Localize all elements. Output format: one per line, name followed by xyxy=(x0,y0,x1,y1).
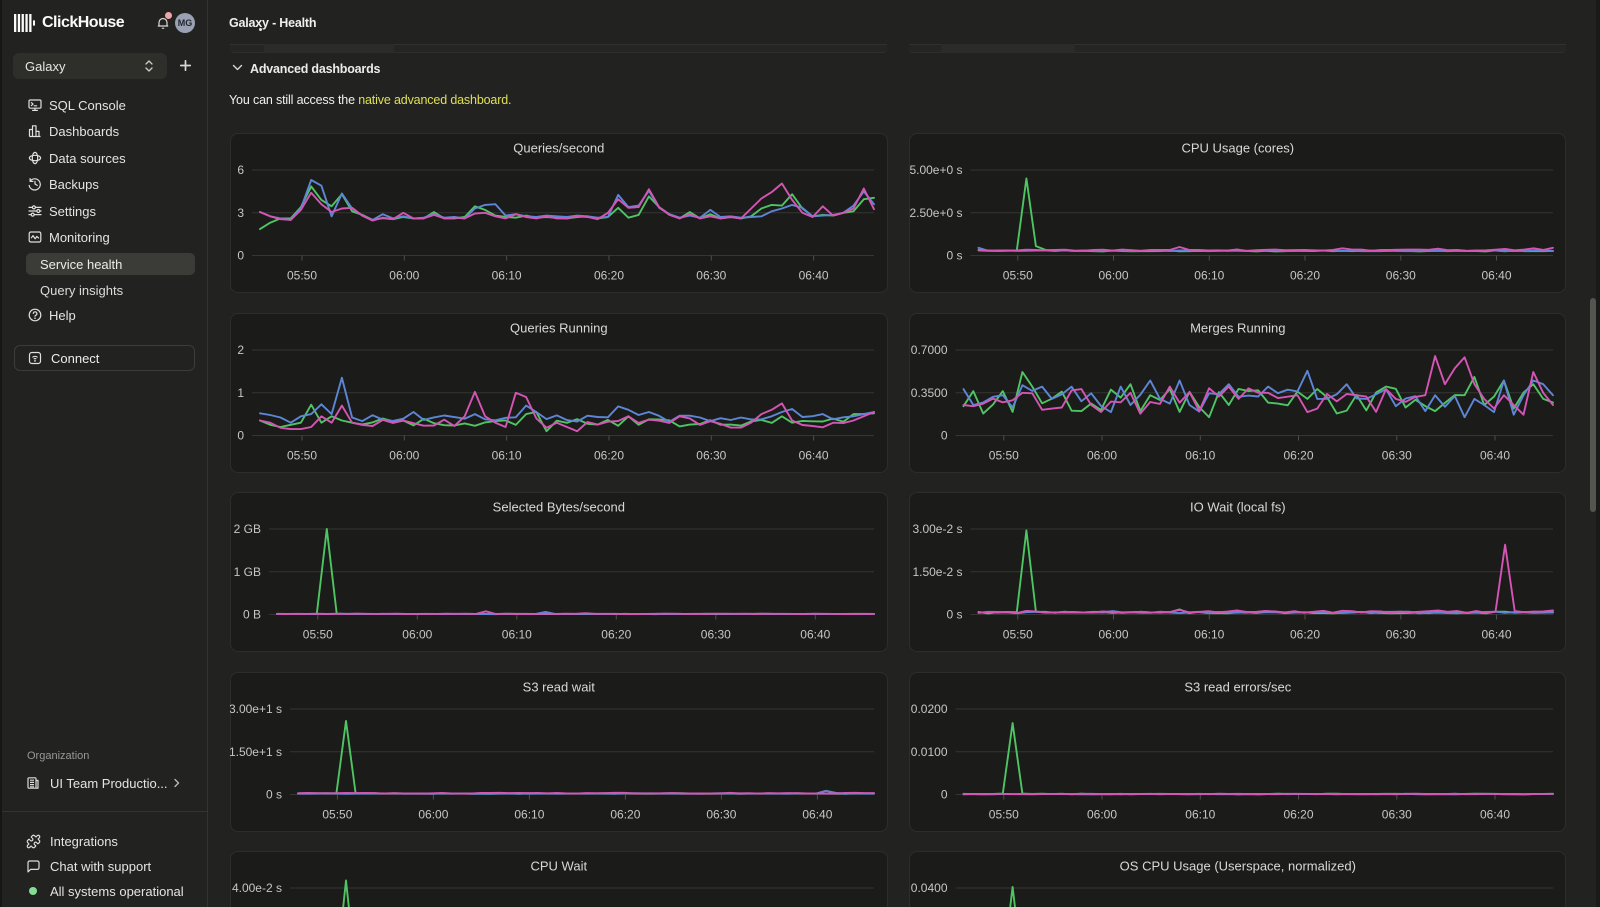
svg-text:OS CPU Usage (Userspace, norma: OS CPU Usage (Userspace, normalized) xyxy=(1119,859,1355,874)
svg-text:06:30: 06:30 xyxy=(701,628,731,642)
svg-text:0 s: 0 s xyxy=(946,249,962,263)
svg-text:0.7000: 0.7000 xyxy=(910,343,947,357)
svg-text:06:10: 06:10 xyxy=(1185,448,1215,462)
svg-text:06:20: 06:20 xyxy=(1289,269,1319,283)
svg-text:06:20: 06:20 xyxy=(1283,448,1313,462)
svg-text:Selected Bytes/second: Selected Bytes/second xyxy=(493,500,625,515)
svg-text:06:10: 06:10 xyxy=(514,807,544,821)
svg-text:06:40: 06:40 xyxy=(799,448,829,462)
svg-text:06:40: 06:40 xyxy=(1479,448,1509,462)
svg-text:06:30: 06:30 xyxy=(1381,448,1411,462)
svg-text:0 s: 0 s xyxy=(946,608,962,622)
svg-text:06:10: 06:10 xyxy=(1194,628,1224,642)
svg-text:06:30: 06:30 xyxy=(1381,807,1411,821)
svg-text:05:50: 05:50 xyxy=(988,448,1018,462)
svg-text:06:30: 06:30 xyxy=(696,269,726,283)
svg-text:1 GB: 1 GB xyxy=(234,565,261,579)
svg-text:06:40: 06:40 xyxy=(1479,807,1509,821)
svg-text:06:40: 06:40 xyxy=(799,269,829,283)
svg-text:06:10: 06:10 xyxy=(492,448,522,462)
svg-text:06:10: 06:10 xyxy=(1185,807,1215,821)
svg-text:06:00: 06:00 xyxy=(402,628,432,642)
svg-text:0.3500: 0.3500 xyxy=(910,385,947,399)
svg-text:06:10: 06:10 xyxy=(502,628,532,642)
svg-text:6: 6 xyxy=(237,163,244,177)
svg-text:0: 0 xyxy=(237,249,244,263)
svg-text:0 B: 0 B xyxy=(243,608,261,622)
svg-text:05:50: 05:50 xyxy=(1002,628,1032,642)
svg-text:0.0200: 0.0200 xyxy=(910,702,947,716)
svg-text:3.00e-2 s: 3.00e-2 s xyxy=(912,522,962,536)
svg-text:CPU Wait: CPU Wait xyxy=(531,859,588,874)
svg-text:06:30: 06:30 xyxy=(1385,269,1415,283)
svg-text:06:30: 06:30 xyxy=(1385,628,1415,642)
svg-text:2: 2 xyxy=(237,343,244,357)
svg-text:06:20: 06:20 xyxy=(594,448,624,462)
svg-text:06:20: 06:20 xyxy=(1283,807,1313,821)
svg-text:5.00e+0 s: 5.00e+0 s xyxy=(909,163,962,177)
svg-text:Queries/second: Queries/second xyxy=(513,141,604,156)
svg-text:0: 0 xyxy=(940,787,947,801)
svg-text:06:00: 06:00 xyxy=(1086,448,1116,462)
svg-text:06:00: 06:00 xyxy=(1086,807,1116,821)
svg-text:06:10: 06:10 xyxy=(1194,269,1224,283)
svg-text:3: 3 xyxy=(237,206,244,220)
svg-text:06:00: 06:00 xyxy=(389,269,419,283)
svg-text:1.50e+1 s: 1.50e+1 s xyxy=(230,744,282,758)
svg-text:06:00: 06:00 xyxy=(1098,269,1128,283)
svg-text:Queries Running: Queries Running xyxy=(510,320,608,335)
svg-text:06:30: 06:30 xyxy=(696,448,726,462)
svg-text:06:40: 06:40 xyxy=(1481,628,1511,642)
svg-text:06:40: 06:40 xyxy=(1481,269,1511,283)
svg-text:2.50e+0 s: 2.50e+0 s xyxy=(909,206,962,220)
svg-text:06:00: 06:00 xyxy=(418,807,448,821)
svg-text:05:50: 05:50 xyxy=(287,448,317,462)
svg-text:1.50e-2 s: 1.50e-2 s xyxy=(912,565,962,579)
svg-text:0.0100: 0.0100 xyxy=(910,744,947,758)
svg-text:4.00e-2 s: 4.00e-2 s xyxy=(232,881,282,895)
svg-text:06:20: 06:20 xyxy=(601,628,631,642)
svg-text:IO Wait (local fs): IO Wait (local fs) xyxy=(1190,500,1286,515)
svg-text:06:40: 06:40 xyxy=(800,628,830,642)
svg-text:0: 0 xyxy=(237,428,244,442)
svg-text:06:40: 06:40 xyxy=(802,807,832,821)
svg-text:0 s: 0 s xyxy=(266,787,282,801)
svg-text:06:20: 06:20 xyxy=(594,269,624,283)
svg-text:05:50: 05:50 xyxy=(287,269,317,283)
svg-text:S3 read errors/sec: S3 read errors/sec xyxy=(1184,679,1291,694)
svg-text:06:10: 06:10 xyxy=(492,269,522,283)
svg-text:1: 1 xyxy=(237,385,244,399)
svg-text:05:50: 05:50 xyxy=(303,628,333,642)
svg-text:06:20: 06:20 xyxy=(1289,628,1319,642)
svg-text:05:50: 05:50 xyxy=(988,807,1018,821)
svg-text:CPU Usage (cores): CPU Usage (cores) xyxy=(1181,141,1294,156)
svg-text:06:00: 06:00 xyxy=(389,448,419,462)
svg-text:06:30: 06:30 xyxy=(706,807,736,821)
svg-text:S3 read wait: S3 read wait xyxy=(523,679,596,694)
svg-text:2 GB: 2 GB xyxy=(234,522,261,536)
svg-text:0: 0 xyxy=(940,428,947,442)
svg-text:05:50: 05:50 xyxy=(1002,269,1032,283)
svg-text:06:00: 06:00 xyxy=(1098,628,1128,642)
svg-text:Merges Running: Merges Running xyxy=(1190,320,1285,335)
svg-text:0.0400: 0.0400 xyxy=(910,881,947,895)
svg-text:05:50: 05:50 xyxy=(322,807,352,821)
svg-text:06:20: 06:20 xyxy=(610,807,640,821)
svg-text:3.00e+1 s: 3.00e+1 s xyxy=(230,702,282,716)
